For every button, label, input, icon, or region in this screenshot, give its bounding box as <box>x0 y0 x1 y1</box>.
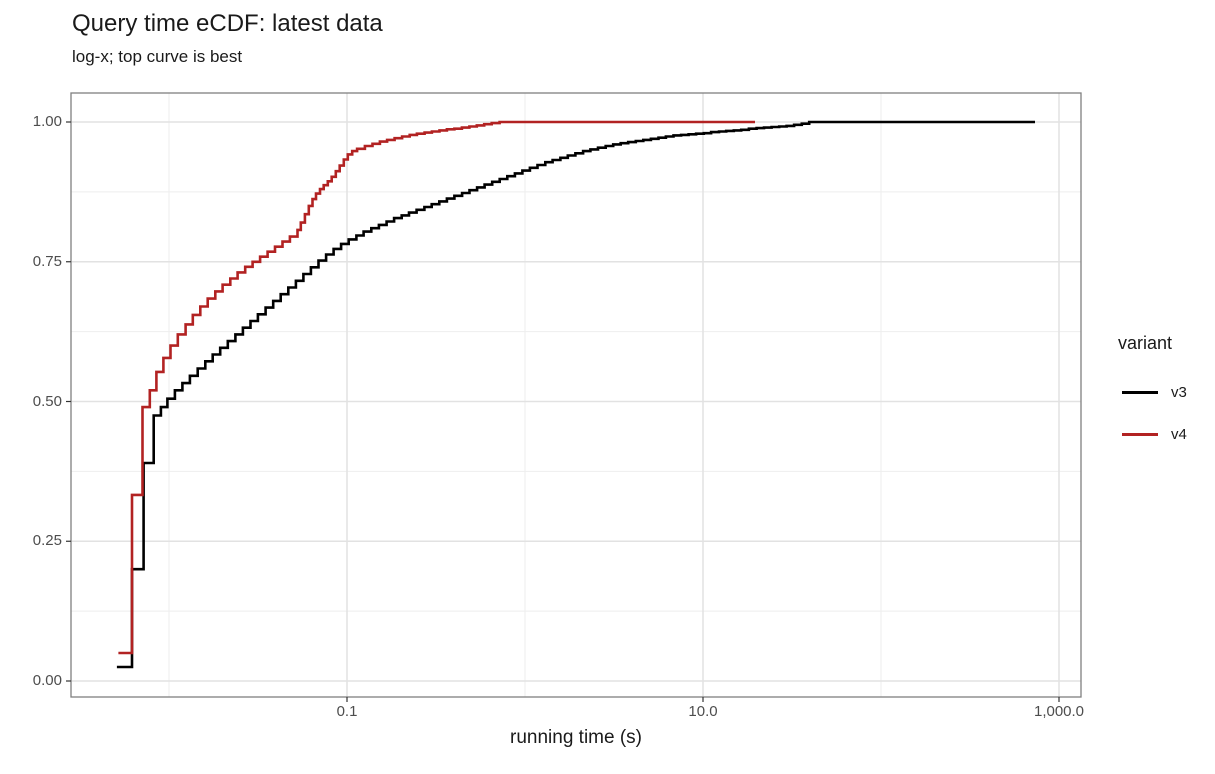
x-tick-label-0.1: 0.1 <box>336 703 358 720</box>
ecdf-curve-v4 <box>118 120 755 655</box>
x-tick-label-10.0: 10.0 <box>688 703 718 720</box>
chart-title: Query time eCDF: latest data <box>72 10 383 37</box>
y-tick-label-0.25: 0.25 <box>32 532 62 550</box>
legend-key-line-v3 <box>1122 390 1158 394</box>
legend-label-v4: v4 <box>1171 425 1187 443</box>
panel-background <box>71 93 1081 697</box>
x-tick-label-1,000.0: 1,000.0 <box>1033 703 1085 720</box>
y-tick-label-0.50: 0.50 <box>32 392 62 410</box>
panel-border <box>70 92 1082 698</box>
legend-item-v4: v4 <box>1122 424 1187 444</box>
y-tick-label-0.00: 0.00 <box>32 672 62 689</box>
chart-subtitle: log-x; top curve is best <box>72 47 243 66</box>
x-axis-title: running time (s) <box>510 727 642 748</box>
legend-label-v3: v3 <box>1171 383 1187 401</box>
legend-key-line-v4 <box>1122 432 1158 436</box>
y-tick-label-1.00: 1.00 <box>32 113 62 130</box>
ecdf-curve-v3 <box>116 120 1035 669</box>
legend-title: variant <box>1118 333 1173 353</box>
y-tick-label-0.75: 0.75 <box>32 252 62 270</box>
legend-item-v3: v3 <box>1122 382 1187 402</box>
